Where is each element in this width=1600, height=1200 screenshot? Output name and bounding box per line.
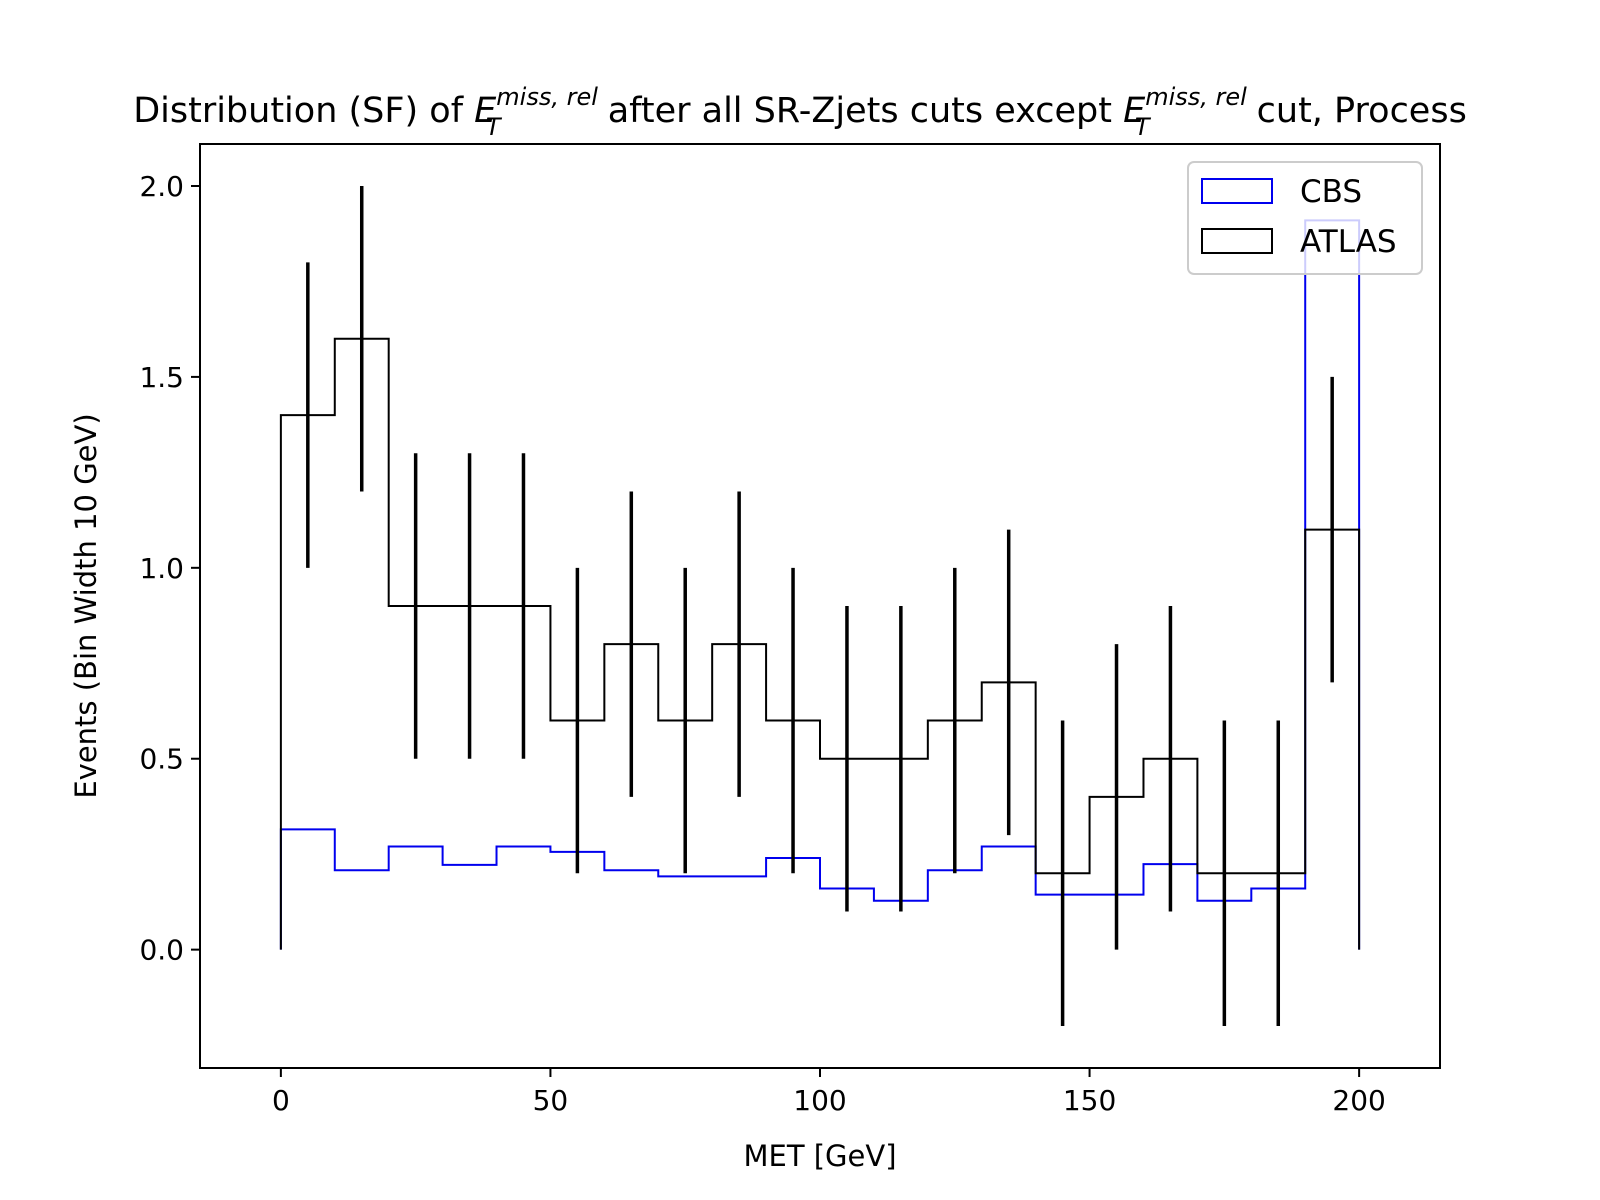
- title-prefix: Distribution (SF) of: [133, 91, 474, 131]
- y-axis-label: Events (Bin Width 10 GeV): [69, 413, 103, 798]
- chart-title: Distribution (SF) of Emiss, rel T after a…: [133, 83, 1467, 141]
- title-middle: after all SR-Zjets cuts except: [597, 91, 1124, 131]
- x-tick-label: 50: [533, 1084, 569, 1117]
- title-var-1-sup: miss, rel: [496, 83, 598, 111]
- y-tick-label: 0.0: [139, 934, 184, 967]
- y-tick-label: 2.0: [139, 170, 184, 203]
- legend-label-cbs: CBS: [1300, 174, 1362, 210]
- x-tick-label: 150: [1063, 1084, 1116, 1117]
- title-var-2-sup: miss, rel: [1145, 83, 1247, 111]
- plot-area: [279, 186, 1361, 1026]
- legend-swatch-atlas: [1201, 228, 1273, 254]
- x-tick-label: 200: [1332, 1084, 1385, 1117]
- series-atlas-step-line: [279, 337, 1361, 950]
- title-var-1-sub: T: [486, 113, 503, 141]
- x-axis-label: MET [GeV]: [743, 1139, 896, 1173]
- legend: CBS ATLAS: [1187, 161, 1423, 275]
- title-var-2-sub: T: [1135, 113, 1152, 141]
- y-tick-label: 1.5: [139, 361, 184, 394]
- legend-label-atlas: ATLAS: [1300, 224, 1397, 260]
- y-axis: 0.0 0.5 1.0 1.5 2.0: [139, 170, 200, 967]
- title-var-1-base: E: [474, 91, 497, 131]
- title-var-2-base: E: [1123, 91, 1146, 131]
- legend-box: [1187, 161, 1423, 275]
- x-tick-label: 0: [272, 1084, 290, 1117]
- title-suffix: cut, Process: [1246, 91, 1467, 131]
- y-tick-label: 0.5: [139, 743, 184, 776]
- series-cbs-step-line: [279, 219, 1361, 950]
- x-axis: 0 50 100 150 200: [272, 1068, 1386, 1117]
- x-tick-label: 100: [793, 1084, 846, 1117]
- y-tick-label: 1.0: [139, 552, 184, 585]
- legend-swatch-cbs: [1201, 178, 1273, 204]
